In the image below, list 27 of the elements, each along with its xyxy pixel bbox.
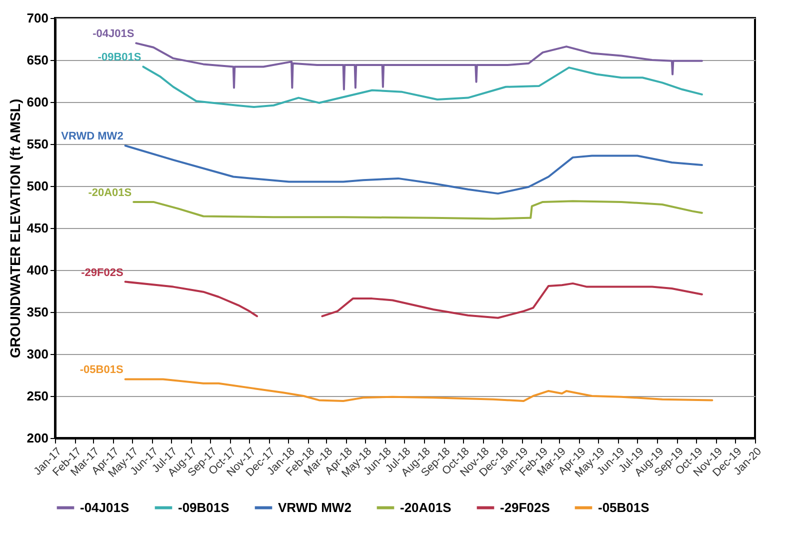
legend-label: -05B01S [598,500,650,515]
legend-label: VRWD MW2 [278,500,352,515]
y-tick-label: 450 [26,220,48,236]
text: -20A01S [88,186,132,199]
legend-label: -04J01S [80,500,130,515]
y-tick-label: 250 [26,388,48,404]
line-series [142,66,703,108]
y-tick-label: 500 [26,178,48,194]
y-tick-label: 650 [26,52,48,68]
y-tick-label: 200 [26,430,48,446]
y-tick-label: 550 [26,136,48,152]
text: -04J01S [92,28,134,40]
y-axis-title: GROUNDWATER ELEVATION (ft AMSL) [6,98,23,358]
y-tick-label: 350 [26,304,48,320]
text: VRWD MW2 [61,130,124,143]
text: -05B01S [80,364,124,376]
text: -09B01S [98,52,142,64]
y-tick-label: 600 [26,94,48,110]
y-tick-label: 700 [26,10,48,26]
legend-label: -09B01S [178,500,230,515]
line-series [124,378,714,402]
y-tick-label: 400 [26,262,48,278]
legend-label: -29F02S [500,500,550,515]
y-tick-label: 300 [26,346,48,362]
line-series [132,200,703,220]
text: -29F02S [81,266,124,279]
legend-label: -20A01S [400,500,452,515]
